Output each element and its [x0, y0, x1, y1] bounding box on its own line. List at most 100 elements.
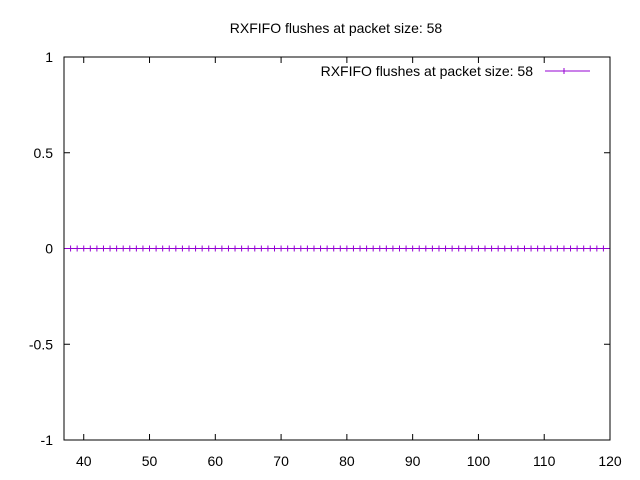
series-layer: [64, 245, 610, 252]
data-point: [278, 245, 285, 252]
x-tick-label: 100: [467, 453, 491, 469]
data-point: [383, 245, 390, 252]
data-point: [87, 245, 94, 252]
data-point: [501, 245, 508, 252]
data-point: [139, 245, 146, 252]
x-tick-label: 80: [339, 453, 355, 469]
data-point: [179, 245, 186, 252]
data-point: [508, 245, 515, 252]
x-tick-label: 60: [208, 453, 224, 469]
x-tick-label: 50: [142, 453, 158, 469]
data-point: [567, 245, 574, 252]
data-point: [429, 245, 436, 252]
y-tick-label: -0.5: [29, 336, 53, 352]
data-point: [488, 245, 495, 252]
data-point: [363, 245, 370, 252]
data-point: [409, 245, 416, 252]
data-point: [422, 245, 429, 252]
data-point: [192, 245, 199, 252]
data-point: [120, 245, 127, 252]
data-point: [587, 245, 594, 252]
data-point: [251, 245, 258, 252]
data-point: [185, 245, 192, 252]
data-point: [468, 245, 475, 252]
data-point: [521, 245, 528, 252]
data-point: [462, 245, 469, 252]
x-tick-label: 120: [598, 453, 622, 469]
data-point: [212, 245, 219, 252]
data-point: [146, 245, 153, 252]
data-point: [560, 245, 567, 252]
legend: RXFIFO flushes at packet size: 58: [321, 63, 590, 79]
data-point: [574, 245, 581, 252]
x-tick-label: 40: [76, 453, 92, 469]
data-point: [337, 245, 344, 252]
data-point: [455, 245, 462, 252]
data-point: [113, 245, 120, 252]
data-point: [600, 245, 607, 252]
y-tick-label: 1: [45, 49, 53, 65]
data-point: [554, 245, 561, 252]
data-point: [403, 245, 410, 252]
data-point: [514, 245, 521, 252]
data-point: [350, 245, 357, 252]
data-point: [205, 245, 212, 252]
data-point: [297, 245, 304, 252]
data-point: [330, 245, 337, 252]
data-point: [310, 245, 317, 252]
legend-label: RXFIFO flushes at packet size: 58: [321, 63, 534, 79]
data-point: [416, 245, 423, 252]
y-tick-label: 0: [45, 241, 53, 257]
legend-marker: [561, 68, 567, 74]
data-point: [435, 245, 442, 252]
data-point: [284, 245, 291, 252]
data-point: [126, 245, 133, 252]
chart-title: RXFIFO flushes at packet size: 58: [230, 20, 443, 36]
data-point: [370, 245, 377, 252]
data-point: [238, 245, 245, 252]
data-point: [475, 245, 482, 252]
data-point: [264, 245, 271, 252]
data-point: [159, 245, 166, 252]
data-point: [324, 245, 331, 252]
data-point: [80, 245, 87, 252]
data-point: [153, 245, 160, 252]
x-tick-label: 110: [533, 453, 556, 469]
data-point: [376, 245, 383, 252]
data-point: [495, 245, 502, 252]
data-point: [580, 245, 587, 252]
y-tick-label: 0.5: [34, 145, 54, 161]
data-point: [218, 245, 225, 252]
data-point: [133, 245, 140, 252]
data-point: [389, 245, 396, 252]
plot-frame: [63, 56, 611, 441]
data-point: [304, 245, 311, 252]
data-point: [317, 245, 324, 252]
data-point: [172, 245, 179, 252]
data-point: [166, 245, 173, 252]
data-point: [199, 245, 206, 252]
tick-labels: 40 50 60 70 80 90 100 110 120 1 0.5 0 -0.5 -1: [29, 49, 622, 469]
data-point: [343, 245, 350, 252]
data-point: [93, 245, 100, 252]
data-point: [547, 245, 554, 252]
data-point: [396, 245, 403, 252]
data-point: [225, 245, 232, 252]
y-tick-label: -1: [41, 432, 54, 448]
data-point: [593, 245, 600, 252]
data-point: [357, 245, 364, 252]
data-point: [245, 245, 252, 252]
data-point: [67, 245, 74, 252]
data-point: [541, 245, 548, 252]
x-tick-label: 70: [273, 453, 289, 469]
data-point: [291, 245, 298, 252]
data-point: [482, 245, 489, 252]
data-point: [534, 245, 541, 252]
data-point: [74, 245, 81, 252]
data-point: [232, 245, 239, 252]
data-point: [271, 245, 278, 252]
data-point: [100, 245, 107, 252]
data-point: [449, 245, 456, 252]
x-tick-label: 90: [405, 453, 421, 469]
